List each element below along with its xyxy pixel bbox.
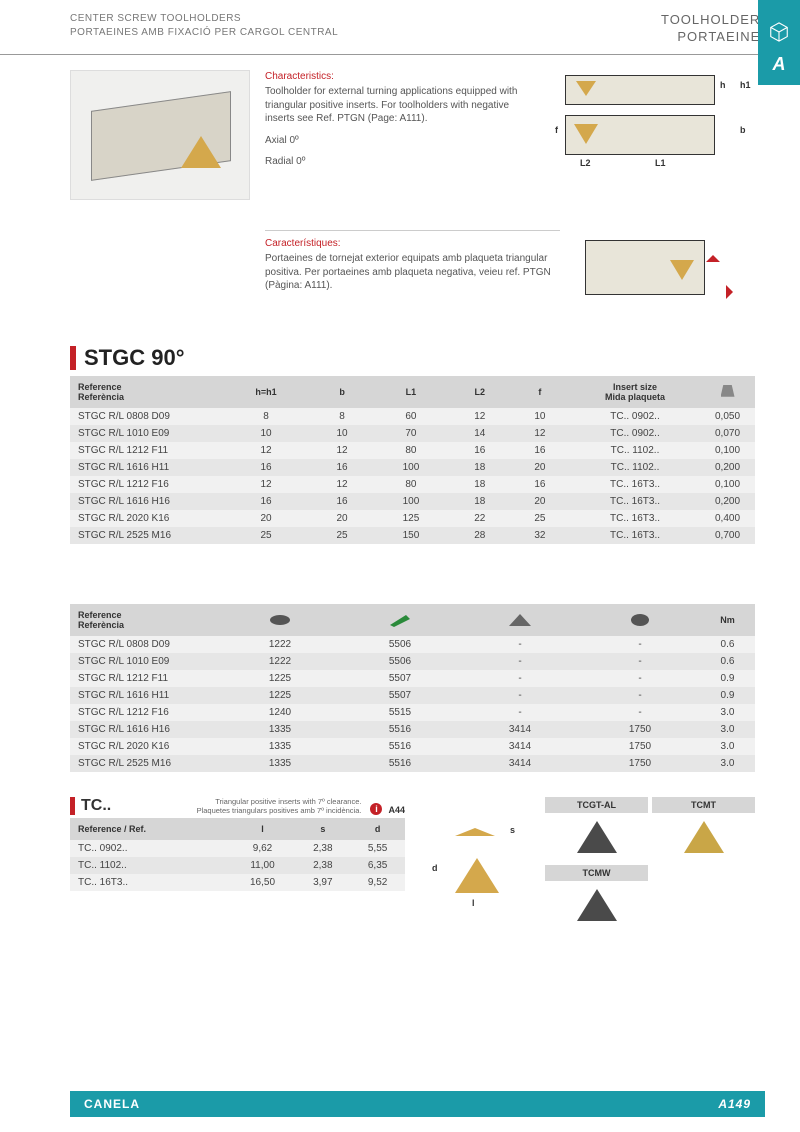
table-row: STGC R/L 1212 F1612405515--3.0 [70,704,755,721]
product-title: STGC 90° [84,345,185,371]
characteristics-body-en: Toolholder for external turning applicat… [265,85,540,126]
dimension-diagram-side [575,230,755,320]
header-category-en: TOOLHOLDERS [661,12,770,29]
table-row: STGC R/L 1212 F111212801616TC.. 1102..0,… [70,442,755,459]
insert-tcmw-icon [545,881,648,929]
screw-icon [220,604,340,636]
table-row: STGC R/L 1212 F161212801816TC.. 16T3..0,… [70,476,755,493]
tc-insert-diagram: s d l [415,797,535,929]
insert-tcmt-icon [652,813,755,861]
axial-label: Axial 0º [265,134,540,148]
arrow-up-icon [706,248,720,262]
footer-brand: CANELA [84,1097,140,1111]
table-row: TC.. 1102..11,002,386,35 [70,857,405,874]
characteristics-title-en: Characteristics: [265,70,540,84]
insert-tcgt-al-icon [545,813,648,861]
characteristics-title-ca: Característiques: [265,237,560,251]
description-block: Characteristics: Toolholder for external… [265,70,540,200]
table-row: TC.. 0902..9,622,385,55 [70,840,405,857]
table-row: STGC R/L 1616 H1613355516341417503.0 [70,721,755,738]
tc-table: Reference / Ref. l s d TC.. 0902..9,622,… [70,818,405,891]
side-tab: A [758,0,800,85]
arrow-right-icon [726,285,740,299]
header-left: Center screw toolholders Portaeines amb … [70,12,338,46]
table-row: STGC R/L 2525 M1613355516341417503.0 [70,755,755,772]
table-row: STGC R/L 2020 K1613355516341417503.0 [70,738,755,755]
page-footer: CANELA A149 [70,1091,765,1117]
table-row: STGC R/L 1010 E0912225506--0.6 [70,653,755,670]
header-subtitle-ca: Portaeines amb fixació per cargol centra… [70,26,338,40]
header-subtitle-en: Center screw toolholders [70,12,338,26]
second-row: Característiques: Portaeines de tornejat… [70,230,755,320]
header-right: TOOLHOLDERS PORTAEINES [661,12,770,46]
characteristics-body-ca: Portaeines de tornejat exterior equipats… [265,252,560,293]
dim-f: f [555,125,558,135]
spare-parts-table: ReferenceReferència Nm STGC R/L 0808 D09… [70,604,755,772]
table-row: TC.. 16T3..16,503,979,52 [70,874,405,891]
product-title-row: STGC 90° [70,345,755,371]
page-header: Center screw toolholders Portaeines amb … [0,0,800,55]
tc-title: TC.. [81,797,111,815]
weight-icon-header [700,376,755,408]
dim-L2: L2 [580,158,591,168]
radial-label: Radial 0º [265,155,540,169]
table-row: STGC R/L 0808 D0988601210TC.. 0902..0,05… [70,408,755,425]
dim-b: b [740,125,746,135]
table-row: STGC R/L 1616 H1616161001820TC.. 16T3..0… [70,493,755,510]
dim-h: h [720,80,726,90]
insert-tcmw-label: TCMW [545,865,648,881]
insert-tcgt-al-label: TCGT-AL [545,797,648,813]
insert-tcmt-label: TCMT [652,797,755,813]
insert-types-grid: TCGT-AL TCMT TCMW [545,797,755,929]
dim-L1: L1 [655,158,666,168]
top-section: Characteristics: Toolholder for external… [70,70,755,200]
info-icon: i [370,803,382,815]
table-row: STGC R/L 2020 K1620201252225TC.. 16T3..0… [70,510,755,527]
key-icon [340,604,460,636]
cube-icon [768,21,790,49]
shim-icon [460,604,580,636]
description-block-ca: Característiques: Portaeines de tornejat… [265,230,560,320]
side-tab-letter: A [773,54,786,75]
header-category-ca: PORTAEINES [661,29,770,46]
table-row: STGC R/L 0808 D0912225506--0.6 [70,636,755,653]
dimensions-table: ReferenceReferència h=h1 b L1 L2 f Inser… [70,376,755,544]
tc-note: Triangular positive inserts with 7º clea… [197,797,362,815]
table-row: STGC R/L 1212 F1112255507--0.9 [70,670,755,687]
clamp-icon [580,604,700,636]
table-row: STGC R/L 2525 M1625251502832TC.. 16T3..0… [70,527,755,544]
dimension-diagram-top: h h1 b f L2 L1 [555,70,755,170]
table-row: STGC R/L 1616 H1112255507--0.9 [70,687,755,704]
table-row: STGC R/L 1010 E091010701412TC.. 0902..0,… [70,425,755,442]
table-row: STGC R/L 1616 H1116161001820TC.. 1102..0… [70,459,755,476]
dim-h1: h1 [740,80,751,90]
tc-ref-page: A44 [388,805,405,815]
tc-section: TC.. Triangular positive inserts with 7º… [70,797,755,929]
footer-page: A149 [718,1097,751,1111]
product-image [70,70,250,200]
